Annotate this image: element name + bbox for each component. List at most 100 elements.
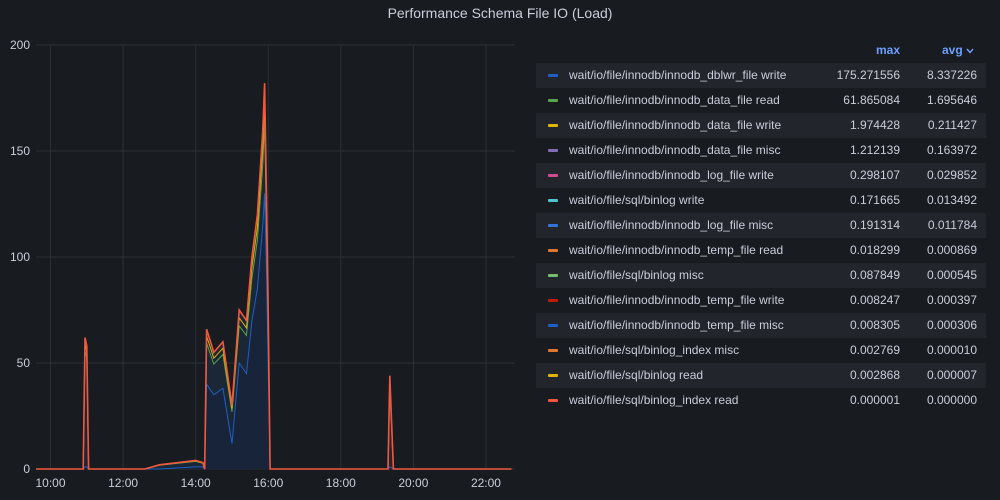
legend-series-name[interactable]: wait/io/file/sql/binlog write <box>569 193 705 207</box>
legend-table: max avg wait/io/file/innodb/innodb_dblwr… <box>536 37 986 413</box>
legend-max-value: 0.008305 <box>849 318 900 332</box>
legend-series-name[interactable]: wait/io/file/sql/binlog misc <box>569 268 704 282</box>
y-axis-ticks: 0 50 100 150 200 <box>10 38 30 476</box>
legend-avg-value: 0.163972 <box>926 143 977 157</box>
legend-row[interactable]: wait/io/file/sql/binlog read 0.002868 0.00… <box>536 363 986 388</box>
legend-header-avg[interactable]: avg <box>900 43 974 57</box>
legend-row[interactable]: wait/io/file/innodb/innodb_log_file writ… <box>536 163 986 188</box>
legend-max-value: 0.008247 <box>849 293 900 307</box>
legend-row[interactable]: wait/io/file/sql/binlog misc 0.087849 0.00… <box>536 263 986 288</box>
legend-row[interactable]: wait/io/file/innodb/innodb_data_file wri… <box>536 113 986 138</box>
chevron-down-icon <box>966 48 974 54</box>
legend-series-name[interactable]: wait/io/file/innodb/innodb_data_file wri… <box>569 118 782 132</box>
y-tick-label: 50 <box>17 356 31 370</box>
legend-row[interactable]: wait/io/file/innodb/innodb_data_file mis… <box>536 138 986 163</box>
legend-max-value: 0.018299 <box>849 243 900 257</box>
legend-row[interactable]: wait/io/file/innodb/innodb_temp_file rea… <box>536 238 986 263</box>
legend-max-value: 175.271556 <box>836 68 900 82</box>
series-color-swatch[interactable] <box>548 124 558 127</box>
legend-series-name[interactable]: wait/io/file/innodb/innodb_dblwr_file wr… <box>569 68 787 82</box>
x-tick-label: 16:00 <box>253 476 283 490</box>
legend-row[interactable]: wait/io/file/innodb/innodb_log_file misc… <box>536 213 986 238</box>
series-color-swatch[interactable] <box>548 274 558 277</box>
legend-series-name[interactable]: wait/io/file/innodb/innodb_log_file writ… <box>569 168 774 182</box>
legend-avg-value: 0.211427 <box>927 118 977 132</box>
legend-max-value: 0.191314 <box>849 218 900 232</box>
legend-max-value: 0.171665 <box>849 193 900 207</box>
legend-header-avg-label: avg <box>941 43 963 57</box>
x-tick-label: 22:00 <box>471 476 501 490</box>
legend-avg-value: 8.337226 <box>926 68 977 82</box>
x-tick-label: 18:00 <box>326 476 356 490</box>
series-area-total <box>36 83 512 469</box>
series-line-binlog-index-read <box>36 83 512 470</box>
legend-avg-value: 0.011784 <box>927 218 977 232</box>
legend-series-name[interactable]: wait/io/file/sql/binlog_index read <box>569 393 739 407</box>
y-tick-label: 150 <box>10 144 30 158</box>
y-tick-label: 100 <box>10 250 30 264</box>
legend-avg-value: 0.000010 <box>926 343 977 357</box>
legend-rows: wait/io/file/innodb/innodb_dblwr_file wr… <box>536 63 986 413</box>
y-tick-label: 0 <box>23 462 30 476</box>
chart-grid <box>36 44 515 470</box>
legend-row[interactable]: wait/io/file/sql/binlog write 0.171665 0.0… <box>536 188 986 213</box>
legend-max-value: 0.087849 <box>849 268 900 282</box>
legend-row[interactable]: wait/io/file/innodb/innodb_temp_file wri… <box>536 288 986 313</box>
legend-max-value: 61.865084 <box>843 93 900 107</box>
legend-avg-value: 0.000007 <box>926 368 977 382</box>
legend-avg-value: 0.029852 <box>926 168 977 182</box>
legend-series-name[interactable]: wait/io/file/innodb/innodb_data_file mis… <box>569 143 781 157</box>
legend-series-name[interactable]: wait/io/file/innodb/innodb_temp_file mis… <box>569 318 784 332</box>
legend-avg-value: 0.000545 <box>926 268 977 282</box>
x-tick-label: 20:00 <box>398 476 428 490</box>
legend-avg-value: 0.000000 <box>926 393 977 407</box>
legend-row[interactable]: wait/io/file/innodb/innodb_data_file rea… <box>536 88 986 113</box>
legend-series-name[interactable]: wait/io/file/sql/binlog read <box>569 368 704 382</box>
legend-series-name[interactable]: wait/io/file/sql/binlog_index misc <box>569 343 740 357</box>
legend-max-value: 0.298107 <box>849 168 900 182</box>
legend-header-max[interactable]: max <box>875 43 900 57</box>
series-line-data-read <box>36 121 512 470</box>
series-line-data-write <box>36 102 512 470</box>
series-area-dblwr <box>36 193 512 469</box>
legend-series-name[interactable]: wait/io/file/innodb/innodb_temp_file wri… <box>569 293 785 307</box>
legend-max-value: 0.002868 <box>849 368 900 382</box>
y-tick-label: 200 <box>10 38 30 52</box>
legend-avg-value: 1.695646 <box>926 93 977 107</box>
panel-title[interactable]: Performance Schema File IO (Load) <box>387 5 613 21</box>
series-color-swatch[interactable] <box>548 199 558 202</box>
legend-max-value: 0.002769 <box>849 343 900 357</box>
legend-row[interactable]: wait/io/file/innodb/innodb_temp_file mis… <box>536 313 986 338</box>
legend-header: max avg <box>536 37 986 63</box>
legend-max-value: 0.000001 <box>849 393 900 407</box>
series-line-dblwr-write <box>36 193 512 471</box>
series-color-swatch[interactable] <box>548 174 558 177</box>
series-color-swatch[interactable] <box>548 374 558 377</box>
chart-area[interactable]: 0 50 100 150 200 10:00 12:00 14:00 16:00 18:00 20… <box>0 0 530 500</box>
legend-row[interactable]: wait/io/file/sql/binlog_index misc 0.0027… <box>536 338 986 363</box>
legend-avg-value: 0.000397 <box>926 293 977 307</box>
chart-series <box>36 83 512 471</box>
series-color-swatch[interactable] <box>548 349 558 352</box>
series-color-swatch[interactable] <box>548 99 558 102</box>
series-color-swatch[interactable] <box>548 399 558 402</box>
legend-max-value: 1.974428 <box>849 118 900 132</box>
x-tick-label: 12:00 <box>108 476 138 490</box>
series-color-swatch[interactable] <box>548 299 558 302</box>
legend-row[interactable]: wait/io/file/sql/binlog_index read 0.0000… <box>536 388 986 413</box>
legend-series-name[interactable]: wait/io/file/innodb/innodb_log_file misc <box>569 218 774 232</box>
x-axis-ticks: 10:00 12:00 14:00 16:00 18:00 20:00 22:00 <box>35 476 501 490</box>
legend-avg-value: 0.000869 <box>926 243 977 257</box>
legend-series-name[interactable]: wait/io/file/innodb/innodb_temp_file rea… <box>569 243 784 257</box>
series-color-swatch[interactable] <box>548 74 558 77</box>
series-color-swatch[interactable] <box>548 249 558 252</box>
legend-row[interactable]: wait/io/file/innodb/innodb_dblwr_file wr… <box>536 63 986 88</box>
series-color-swatch[interactable] <box>548 324 558 327</box>
series-color-swatch[interactable] <box>548 224 558 227</box>
legend-avg-value: 0.013492 <box>926 193 977 207</box>
legend-max-value: 1.212139 <box>849 143 900 157</box>
series-color-swatch[interactable] <box>548 149 558 152</box>
legend-avg-value: 0.000306 <box>926 318 977 332</box>
legend-series-name[interactable]: wait/io/file/innodb/innodb_data_file rea… <box>569 93 780 107</box>
